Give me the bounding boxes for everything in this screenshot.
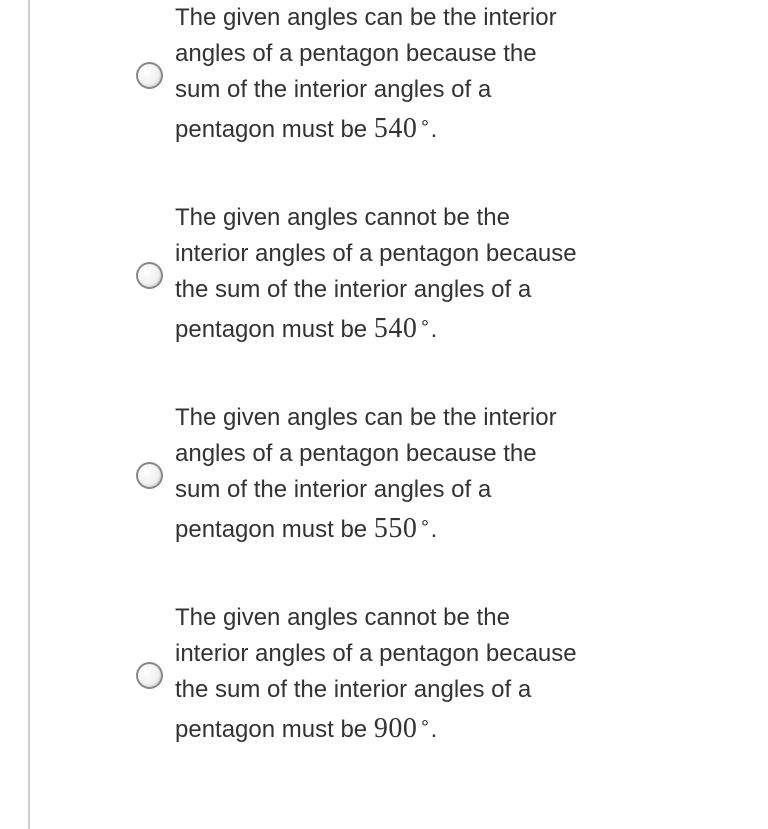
option-text-3: The given angles can be the interior ang… bbox=[175, 400, 588, 550]
radio-button-2[interactable] bbox=[136, 262, 163, 289]
options-list: The given angles can be the interior ang… bbox=[0, 0, 768, 750]
degree-symbol: ∘ bbox=[419, 312, 430, 332]
option-row: The given angles cannot be the interior … bbox=[136, 200, 588, 350]
option-suffix: . bbox=[431, 316, 438, 343]
option-row: The given angles can be the interior ang… bbox=[136, 0, 588, 150]
option-text-2: The given angles cannot be the interior … bbox=[175, 200, 588, 350]
degree-symbol: ∘ bbox=[419, 112, 430, 132]
option-suffix: . bbox=[431, 516, 438, 543]
radio-button-3[interactable] bbox=[136, 462, 163, 489]
degree-symbol: ∘ bbox=[419, 712, 430, 732]
degree-symbol: ∘ bbox=[419, 512, 430, 532]
option-text-1: The given angles can be the interior ang… bbox=[175, 0, 588, 150]
option-suffix: . bbox=[431, 116, 438, 143]
option-prefix: The given angles can be the interior ang… bbox=[175, 4, 557, 143]
option-suffix: . bbox=[431, 716, 438, 743]
option-row: The given angles can be the interior ang… bbox=[136, 400, 588, 550]
radio-button-4[interactable] bbox=[136, 662, 163, 689]
option-value: 900 bbox=[374, 713, 418, 744]
radio-wrapper bbox=[136, 462, 163, 489]
radio-wrapper bbox=[136, 662, 163, 689]
radio-wrapper bbox=[136, 62, 163, 89]
radio-button-1[interactable] bbox=[136, 62, 163, 89]
option-text-4: The given angles cannot be the interior … bbox=[175, 600, 588, 750]
option-prefix: The given angles can be the interior ang… bbox=[175, 404, 557, 543]
option-value: 540 bbox=[374, 313, 418, 344]
option-row: The given angles cannot be the interior … bbox=[136, 600, 588, 750]
option-value: 550 bbox=[374, 513, 418, 544]
vertical-divider bbox=[28, 0, 30, 829]
radio-wrapper bbox=[136, 262, 163, 289]
option-value: 540 bbox=[374, 113, 418, 144]
